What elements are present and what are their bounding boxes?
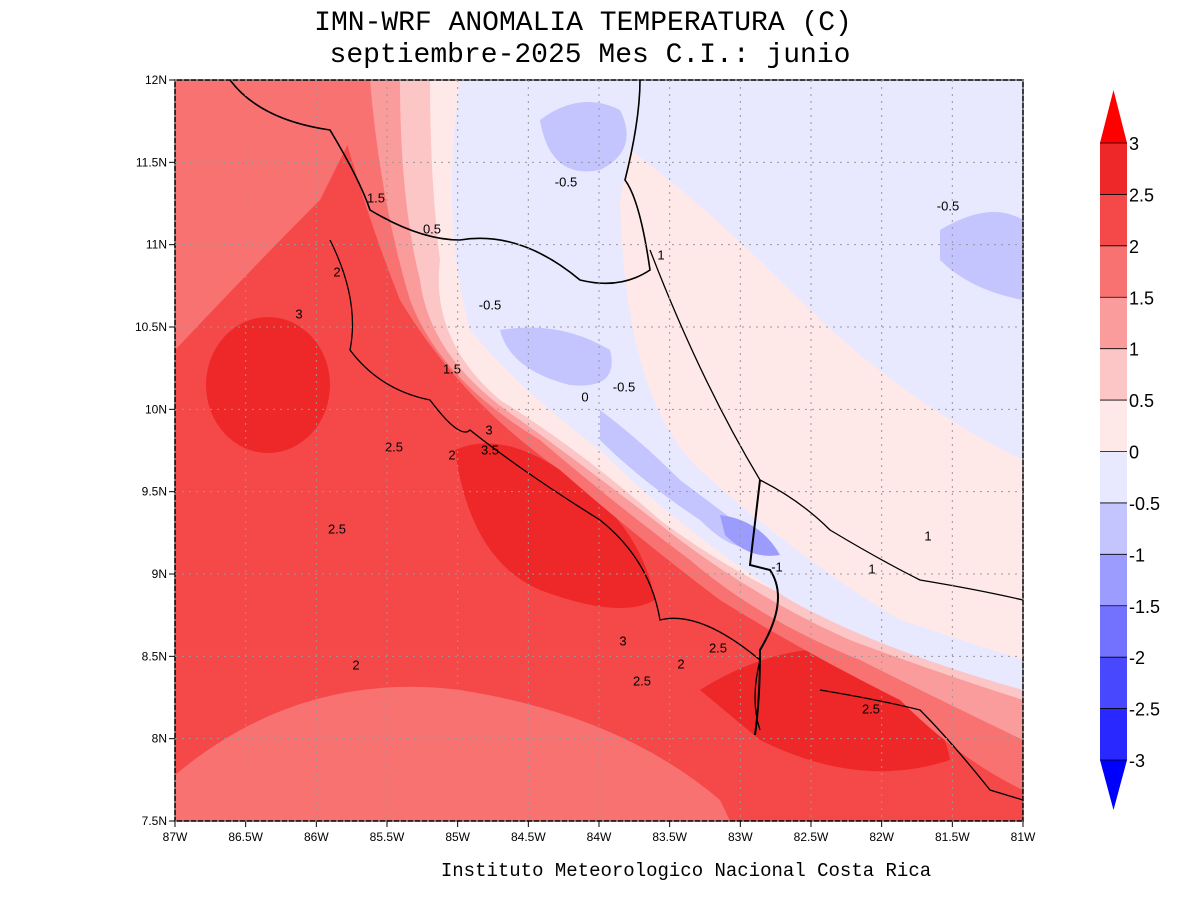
y-tick-label: 10N	[145, 402, 167, 416]
colorbar-bin	[1100, 451, 1127, 503]
y-tick-label: 9.5N	[142, 485, 167, 499]
y-tick-label: 11N	[146, 238, 167, 252]
contour-label: 2.5	[385, 439, 403, 454]
colorbar-bin	[1100, 657, 1127, 709]
contour-label: 2.5	[633, 673, 651, 688]
x-tick-label: 83.5W	[652, 830, 687, 844]
colorbar-bin	[1100, 348, 1127, 401]
contour-label: 1	[657, 247, 664, 262]
x-tick-label: 82W	[869, 830, 894, 844]
x-tick-label: 86W	[304, 830, 329, 844]
colorbar-bin	[1100, 554, 1127, 606]
y-tick-label: 7.5N	[142, 814, 167, 828]
colorbar-bin	[1100, 245, 1127, 298]
colorbar-bin	[1100, 400, 1127, 452]
x-tick-label: 85W	[445, 830, 470, 844]
footer: Instituto Meteorologico Nacional Costa R…	[441, 860, 931, 882]
contour-label: 3	[485, 422, 492, 437]
x-tick-label: 82.5W	[794, 830, 829, 844]
colorbar-arrow-bottom	[1100, 760, 1127, 810]
contour-label: -0.5	[937, 198, 959, 213]
contour-label: 1	[924, 528, 931, 543]
y-tick-label: 8N	[152, 732, 167, 746]
colorbar-label: 3	[1129, 134, 1139, 154]
contour-label: 2.5	[328, 521, 346, 536]
map-field	[175, 80, 1023, 821]
colorbar-bin	[1100, 143, 1127, 195]
x-tick-label: 84W	[587, 830, 612, 844]
contour-label: -0.5	[613, 379, 635, 394]
contour-label: 1	[868, 561, 875, 576]
contour-label: -0.5	[479, 297, 501, 312]
x-tick-label: 83W	[728, 830, 753, 844]
y-tick-label: 10.5N	[135, 320, 167, 334]
colorbar-label: -3	[1129, 751, 1145, 771]
contour-label: -1	[771, 559, 783, 574]
x-tick-label: 81W	[1011, 830, 1036, 844]
colorbar-label: 2.5	[1129, 185, 1154, 205]
contour-label: 2	[352, 657, 359, 672]
colorbar-bin	[1100, 194, 1127, 246]
x-tick-label: 86.5W	[228, 830, 263, 844]
x-tick-label: 87W	[163, 830, 188, 844]
contour-labels: 1.5 0.5 -0.5 -0.5 2 3 -0.5 1.5 -0.5 0 2.…	[295, 174, 959, 716]
subtitle: septiembre-2025 Mes C.I.: junio	[330, 40, 851, 71]
colorbar-label: -1.5	[1129, 597, 1160, 617]
colorbar-label: 1.5	[1129, 288, 1154, 308]
colorbar-arrow-top	[1100, 90, 1127, 143]
contour-label: -0.5	[555, 174, 577, 189]
colorbar-label: -2	[1129, 648, 1145, 668]
colorbar-label: -2.5	[1129, 700, 1160, 720]
contour-label: 2	[333, 264, 340, 279]
contour-label: 0.5	[423, 221, 441, 236]
x-tick-label: 81.5W	[935, 830, 970, 844]
contour-label: 2.5	[862, 701, 880, 716]
y-tick-label: 11.5N	[136, 155, 167, 169]
colorbar-bin	[1100, 297, 1127, 349]
contour-label: 3.5	[481, 442, 499, 457]
contour-label: 0	[581, 389, 588, 404]
contour-label: 2	[677, 656, 684, 671]
contour-label: 3	[295, 306, 302, 321]
colorbar-label: 0	[1129, 443, 1139, 463]
colorbar-bin	[1100, 502, 1127, 555]
contour-label: 3	[619, 633, 626, 648]
x-tick-label: 84.5W	[511, 830, 546, 844]
colorbar-label: -0.5	[1129, 494, 1160, 514]
y-tick-label: 9N	[152, 567, 167, 581]
colorbar-label: -1	[1129, 545, 1145, 565]
x-tick-label: 85.5W	[370, 830, 405, 844]
contour-label: 1.5	[443, 361, 461, 376]
y-tick-label: 12N	[145, 73, 167, 87]
colorbar-bin	[1100, 708, 1127, 760]
colorbar-label: 0.5	[1129, 391, 1154, 411]
colorbar-label: 2	[1129, 237, 1139, 257]
contour-label: 1.5	[367, 190, 385, 205]
title: IMN-WRF ANOMALIA TEMPERATURA (C)	[314, 8, 852, 39]
y-tick-label: 8.5N	[142, 649, 167, 663]
contour-label: 2.5	[709, 640, 727, 655]
colorbar-label: 1	[1129, 340, 1139, 360]
contour-label: 2	[448, 447, 455, 462]
colorbar-bin	[1100, 605, 1127, 658]
